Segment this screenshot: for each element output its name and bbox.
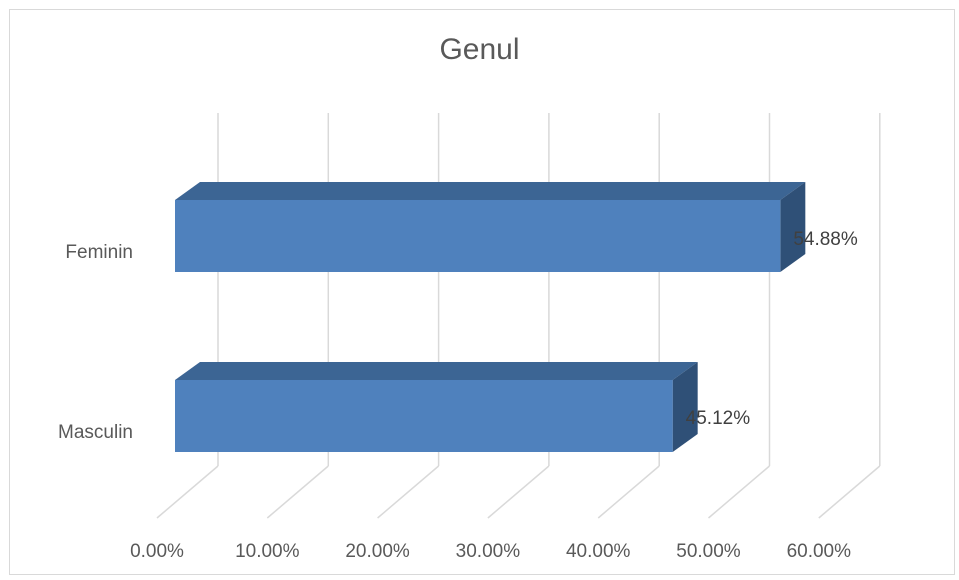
bar: [175, 200, 781, 272]
bar-top-face: [175, 362, 698, 380]
x-tick-label: 50.00%: [676, 541, 741, 562]
data-label: 45.12%: [686, 408, 751, 429]
chart-title: Genul: [439, 33, 520, 66]
bar-side-face: [780, 182, 806, 272]
gridline-floor: [156, 465, 219, 519]
gridline-floor: [487, 465, 550, 519]
category-label: Feminin: [65, 242, 133, 263]
data-label: 54.88%: [793, 229, 858, 250]
gridline-floor: [266, 465, 329, 519]
category-label: Masculin: [58, 422, 133, 443]
x-tick-label: 30.00%: [456, 541, 521, 562]
gridline-floor: [597, 465, 660, 519]
x-tick-label: 0.00%: [130, 541, 184, 562]
bar-top-face: [175, 182, 806, 200]
x-tick-label: 10.00%: [235, 541, 300, 562]
x-tick-label: 40.00%: [566, 541, 631, 562]
gridline-floor: [708, 465, 770, 519]
gridline-floor: [818, 465, 881, 519]
x-tick-label: 20.00%: [345, 541, 410, 562]
x-tick-label: 60.00%: [787, 541, 852, 562]
chart-frame: [9, 9, 955, 575]
bar-side-face: [672, 362, 698, 452]
gridline-floor: [377, 465, 440, 519]
bar: [175, 380, 673, 452]
